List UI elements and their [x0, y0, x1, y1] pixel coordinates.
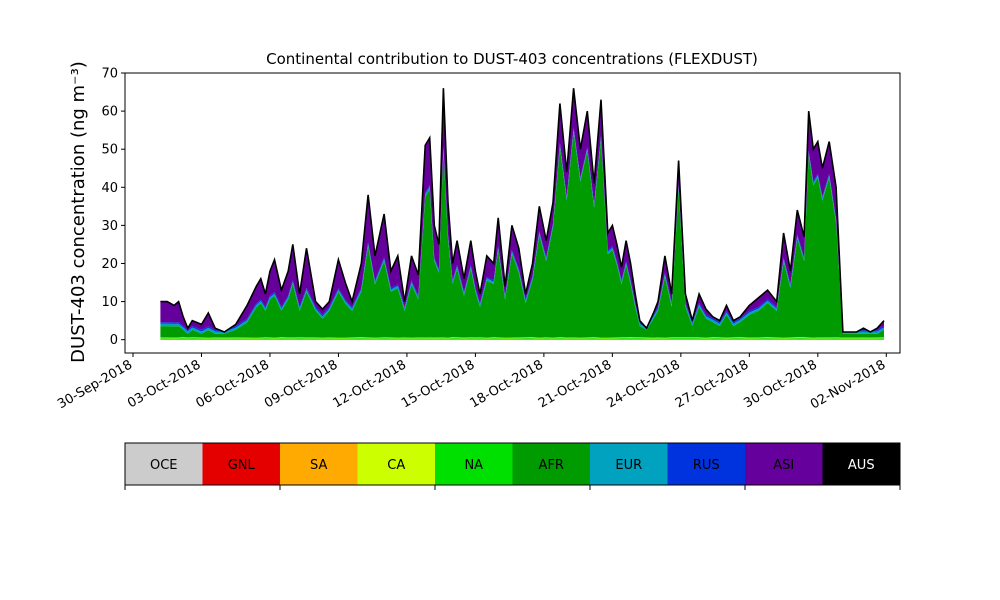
legend-label-OCE: OCE	[150, 458, 178, 473]
legend-label-RUS: RUS	[693, 458, 720, 473]
y-tick-label: 70	[101, 67, 118, 82]
legend-label-ASI: ASI	[773, 458, 794, 473]
plot-frame	[124, 72, 901, 354]
x-tick-label: 30-Oct-2018	[741, 357, 819, 411]
x-tick-label: 18-Oct-2018	[467, 357, 545, 411]
area-AFR	[160, 131, 884, 338]
x-axis: 30-Sep-201803-Oct-201806-Oct-201809-Oct-…	[55, 353, 888, 412]
x-tick-label: 02-Nov-2018	[808, 357, 888, 412]
legend-swatch-EUR	[590, 443, 668, 485]
legend-label-AUS: AUS	[848, 458, 875, 473]
legend-label-AFR: AFR	[539, 458, 564, 473]
y-axis-label: DUST-403 concentration (ng m⁻³)	[68, 61, 89, 363]
x-tick-label: 30-Sep-2018	[55, 357, 135, 412]
plot-area	[160, 88, 885, 340]
legend-swatch-CA	[357, 443, 435, 485]
legend-label-NA: NA	[464, 458, 483, 473]
legend-swatch-SA	[280, 443, 358, 485]
legend-label-CA: CA	[387, 458, 405, 473]
legend-swatch-GNL	[202, 443, 280, 485]
y-axis: 0 10 20 30 40 50 60 70	[101, 67, 125, 348]
x-tick-label: 09-Oct-2018	[262, 357, 340, 411]
legend-frame	[124, 442, 901, 486]
x-tick-label: 03-Oct-2018	[125, 357, 203, 411]
y-tick-label: 40	[101, 181, 118, 196]
y-tick-label: 0	[110, 333, 118, 348]
y-tick-label: 30	[101, 219, 118, 234]
legend-label-GNL: GNL	[228, 458, 256, 473]
legend-colorbar: OCE GNL SA CA NA AFR EUR RUS ASI AUS	[124, 442, 901, 490]
area-CA	[160, 337, 884, 339]
legend-swatch-OCE	[125, 443, 203, 485]
legend-swatch-RUS	[667, 443, 745, 485]
legend-swatch-AUS	[822, 443, 900, 485]
x-tick-label: 06-Oct-2018	[194, 357, 272, 411]
area-NA	[160, 338, 884, 340]
x-tick-label: 15-Oct-2018	[399, 357, 477, 411]
legend-swatch-NA	[435, 443, 513, 485]
legend-label-EUR: EUR	[615, 458, 642, 473]
legend-swatch-ASI	[745, 443, 823, 485]
y-tick-label: 60	[101, 105, 118, 120]
legend-swatch-AFR	[512, 443, 590, 485]
y-tick-label: 50	[101, 143, 118, 158]
chart-title: Continental contribution to DUST-403 con…	[266, 50, 758, 68]
x-tick-label: 21-Oct-2018	[536, 357, 614, 411]
y-tick-label: 10	[101, 295, 118, 310]
y-tick-label: 20	[101, 257, 118, 272]
x-tick-label: 27-Oct-2018	[673, 357, 751, 411]
line-total	[160, 88, 885, 333]
x-tick-label: 12-Oct-2018	[331, 357, 409, 411]
legend-label-SA: SA	[310, 458, 327, 473]
x-tick-label: 24-Oct-2018	[604, 357, 682, 411]
